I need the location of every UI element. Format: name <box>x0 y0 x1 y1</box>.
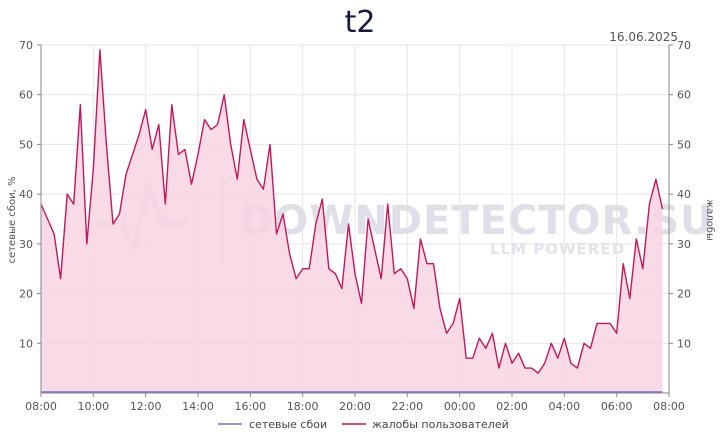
x-tick-label: 14:00 <box>182 400 214 413</box>
axes: 08:00 10:00 12:00 14:00 16:00 18:00 20:00 22:00… <box>19 39 691 413</box>
legend-label-complaints: жалобы пользователей <box>372 418 509 431</box>
x-tick-label: 20:00 <box>339 400 371 413</box>
x-tick-label: 08:00 <box>653 400 685 413</box>
y-tick-label-right: 10 <box>677 337 691 350</box>
chart-date: 16.06.2025 <box>609 30 678 44</box>
watermark-brand: DOWNDETECTOR.SU <box>240 198 714 244</box>
y-tick-label-left: 30 <box>19 238 33 251</box>
y-axis-label-right: жалобы <box>704 199 715 241</box>
x-tick-label: 02:00 <box>496 400 528 413</box>
x-tick-label: 16:00 <box>234 400 266 413</box>
y-tick-label-right: 50 <box>677 138 691 151</box>
y-tick-label-left: 20 <box>19 288 33 301</box>
x-tick-label: 00:00 <box>444 400 476 413</box>
x-tick-label: 12:00 <box>130 400 162 413</box>
x-tick-label: 18:00 <box>287 400 319 413</box>
series-layer <box>40 49 664 393</box>
y-tick-label-right: 30 <box>677 238 691 251</box>
legend-label-network: сетевые сбои <box>249 418 327 431</box>
y-tick-label-left: 40 <box>19 188 33 201</box>
y-tick-label-left: 50 <box>19 138 33 151</box>
x-tick-label: 04:00 <box>548 400 580 413</box>
x-tick-label: 22:00 <box>391 400 423 413</box>
y-tick-label-right: 40 <box>677 188 691 201</box>
y-tick-label-left: 70 <box>19 39 33 52</box>
complaints-line <box>40 49 664 374</box>
y-tick-label-right: 60 <box>677 89 691 102</box>
y-tick-label-right: 70 <box>677 39 691 52</box>
y-tick-label-left: 10 <box>19 337 33 350</box>
x-tick-label: 10:00 <box>77 400 109 413</box>
legend: сетевые сбои жалобы пользователей <box>218 418 509 431</box>
watermark-tagline: LLM POWERED <box>490 240 625 258</box>
chart-title: t2 <box>345 5 376 40</box>
x-tick-label: 06:00 <box>601 400 633 413</box>
x-tick-label: 08:00 <box>25 400 57 413</box>
y-tick-label-left: 60 <box>19 89 33 102</box>
complaints-area <box>41 50 663 393</box>
y-axis-label-left: сетевые сбои, % <box>7 177 18 264</box>
y-tick-label-right: 20 <box>677 288 691 301</box>
